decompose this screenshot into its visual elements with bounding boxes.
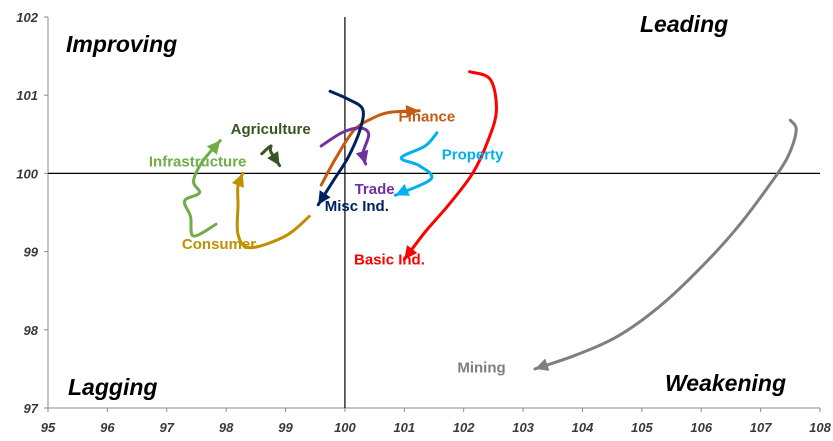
y-tick-label: 100: [16, 166, 38, 181]
quadrant-label-weakening: Weakening: [665, 370, 786, 396]
series-arrowhead-basic-ind: [404, 245, 418, 260]
series-arrowhead-property: [395, 184, 410, 196]
x-tick-label: 100: [334, 420, 356, 435]
series-arrowhead-trade: [355, 149, 369, 164]
series-arrowhead-mining: [535, 358, 550, 371]
y-tick-label: 98: [24, 323, 39, 338]
y-tick-label: 99: [24, 245, 39, 260]
y-tick-label: 97: [24, 401, 39, 416]
y-tick-label: 102: [16, 10, 38, 25]
x-tick-label: 98: [219, 420, 234, 435]
series-arrowhead-infrastructure: [206, 140, 221, 155]
x-tick-label: 106: [690, 420, 712, 435]
series-label-property: Property: [442, 147, 504, 164]
series-label-finance: Finance: [399, 108, 456, 125]
series-label-agriculture: Agriculture: [231, 121, 311, 138]
quadrant-label-improving: Improving: [66, 31, 177, 57]
series-label-infrastructure: Infrastructure: [149, 154, 247, 171]
x-tick-label: 104: [572, 420, 594, 435]
series-arrowhead-finance: [405, 105, 420, 118]
series-label-mining: Mining: [457, 359, 505, 376]
series-label-consumer: Consumer: [182, 236, 256, 253]
series-tail-property: [393, 131, 439, 197]
x-tick-label: 107: [750, 420, 772, 435]
y-tick-label: 101: [16, 88, 38, 103]
series-label-misc-ind: Misc Ind.: [325, 198, 389, 215]
quadrant-label-leading: Leading: [640, 11, 728, 37]
series-label-basic-ind: Basic Ind.: [354, 251, 425, 268]
x-tick-label: 97: [160, 420, 175, 435]
x-tick-label: 99: [278, 420, 293, 435]
quadrant-label-lagging: Lagging: [68, 374, 157, 400]
x-tick-label: 108: [809, 420, 831, 435]
series-arrowhead-misc-ind: [318, 190, 331, 205]
series-tail-mining: [533, 118, 798, 371]
x-tick-label: 105: [631, 420, 653, 435]
series-arrowhead-agriculture: [267, 151, 280, 166]
series-arrowhead-consumer: [231, 173, 244, 188]
x-tick-label: 102: [453, 420, 475, 435]
x-tick-label: 103: [512, 420, 534, 435]
series-tail-infrastructure: [182, 139, 222, 238]
x-tick-label: 95: [41, 420, 56, 435]
series-tail-misc-ind: [316, 89, 365, 207]
x-tick-label: 101: [393, 420, 415, 435]
series-label-trade: Trade: [355, 181, 395, 198]
x-tick-label: 96: [100, 420, 115, 435]
series-tail-basic-ind: [402, 70, 498, 261]
